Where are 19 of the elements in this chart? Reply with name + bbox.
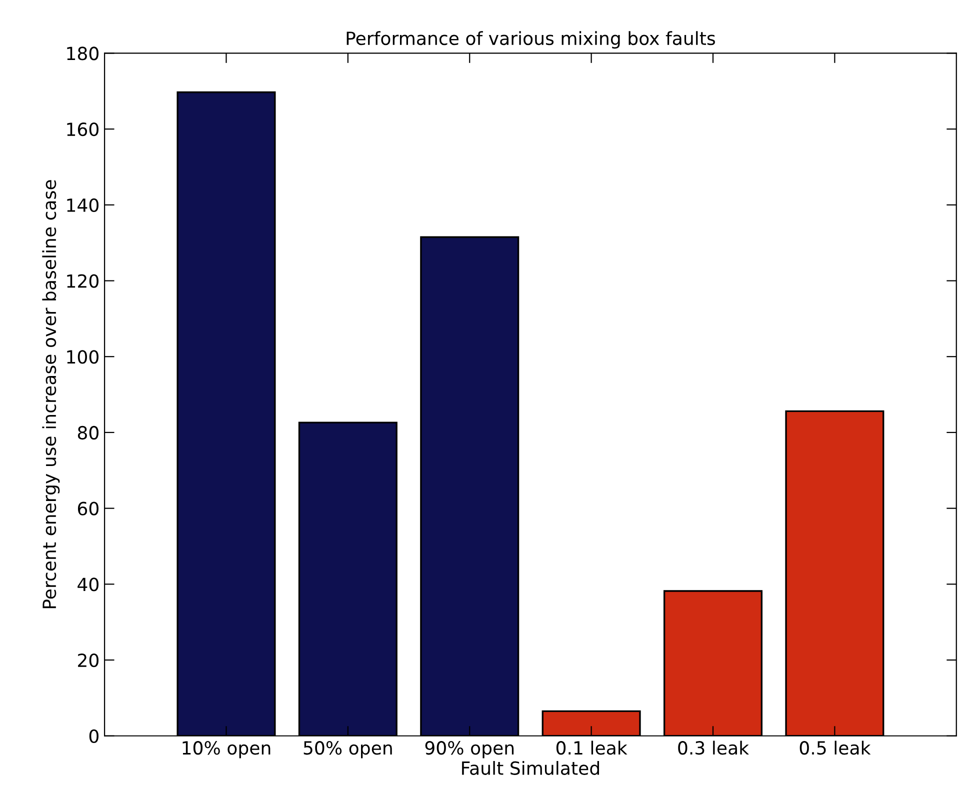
y-tick-label: 180: [67, 46, 98, 60]
x-tick-label: 0.5 leak: [800, 740, 871, 755]
chart-title: Performance of various mixing box faults: [346, 31, 715, 49]
y-tick-label: 80: [78, 426, 98, 440]
y-axis-title: Percent energy use increase over baseline case: [42, 180, 60, 608]
x-axis-title: Fault Simulated: [462, 760, 599, 775]
x-tick-label: 10% open: [182, 741, 270, 758]
y-tick-label: 140: [67, 198, 98, 212]
y-tick-label: 40: [78, 578, 98, 592]
x-tick-label: 0.3 leak: [678, 740, 749, 755]
x-tick-label: 50% open: [304, 741, 392, 758]
y-tick-label: 0: [89, 729, 98, 743]
y-tick-label: 60: [78, 502, 98, 516]
x-tick-label: 90% open: [425, 741, 514, 758]
y-tick-label: 20: [78, 653, 98, 668]
y-tick-label: 160: [67, 122, 98, 136]
y-tick-label: 120: [67, 274, 98, 288]
x-tick-label: 0.1 leak: [556, 740, 628, 755]
y-tick-label: 100: [67, 350, 98, 364]
